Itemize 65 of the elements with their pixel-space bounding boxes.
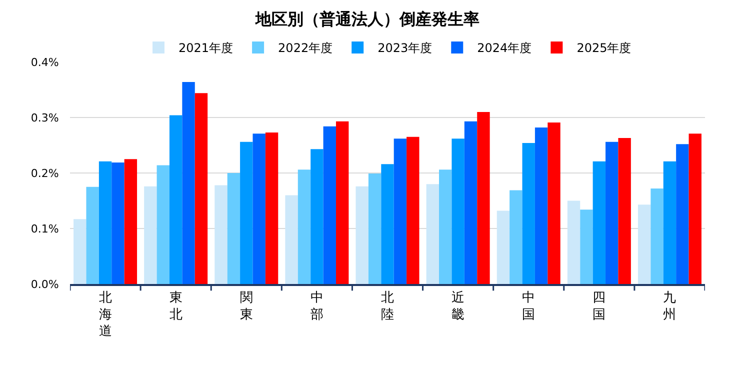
bar	[298, 170, 311, 284]
bar	[74, 219, 86, 284]
x-tick-label: 北海道	[98, 290, 112, 340]
bar	[285, 195, 298, 284]
bar	[182, 82, 195, 284]
bar	[534, 127, 548, 284]
bar	[496, 210, 510, 284]
bar	[618, 138, 631, 284]
bar	[452, 138, 464, 284]
x-tick-label: 近畿	[452, 290, 465, 322]
x-tick-label: 中国	[522, 290, 536, 322]
x-tick-label: 九州	[663, 290, 676, 322]
bar	[124, 159, 138, 284]
bar	[606, 142, 618, 284]
bar	[86, 186, 99, 284]
bar	[548, 122, 560, 284]
bar	[381, 164, 394, 284]
bar	[406, 136, 420, 284]
bar	[638, 204, 651, 284]
bar	[439, 170, 452, 284]
legend-label: 2024年度	[477, 41, 532, 56]
bar	[156, 165, 170, 284]
chart-title: 地区別（普通法人）倒産発生率	[254, 9, 480, 28]
bar	[252, 134, 266, 284]
y-tick-label: 0.2%	[30, 166, 59, 180]
bar	[688, 134, 702, 284]
legend-label: 2021年度	[178, 41, 234, 56]
bar	[676, 144, 689, 284]
bar	[214, 185, 228, 284]
legend-label: 2022年度	[278, 41, 333, 56]
bar	[426, 184, 440, 284]
x-tick-label: 東北	[169, 290, 182, 322]
bar	[194, 93, 208, 284]
bar	[663, 161, 676, 284]
y-tick-label: 0.1%	[30, 222, 59, 236]
x-tick-label: 関東	[240, 290, 253, 322]
x-tick-label: 北陸	[381, 290, 394, 322]
bar	[265, 132, 278, 284]
bar	[580, 210, 593, 284]
bar	[227, 173, 240, 284]
y-tick-label: 0.0%	[30, 278, 59, 291]
bar	[336, 121, 349, 284]
bar	[650, 188, 664, 284]
bar	[356, 186, 368, 284]
legend-label: 2023年度	[378, 41, 432, 56]
bar	[510, 190, 522, 284]
y-tick-label: 0.3%	[30, 111, 59, 124]
legend-label: 2025年度	[576, 41, 632, 56]
bar	[567, 200, 580, 284]
bar	[464, 121, 478, 284]
bar	[144, 186, 157, 284]
x-tick-label: 四国	[592, 290, 606, 322]
bar	[98, 161, 112, 284]
bar	[112, 162, 124, 284]
bar	[368, 174, 382, 284]
y-tick-label: 0.4%	[30, 56, 59, 69]
x-tick-label: 中部	[310, 290, 324, 322]
bar	[394, 138, 407, 284]
bar	[592, 161, 606, 284]
bar	[310, 149, 324, 284]
bar	[169, 115, 182, 284]
bar	[240, 142, 253, 284]
bar	[522, 143, 535, 284]
bar	[323, 126, 336, 284]
bar	[477, 112, 490, 284]
